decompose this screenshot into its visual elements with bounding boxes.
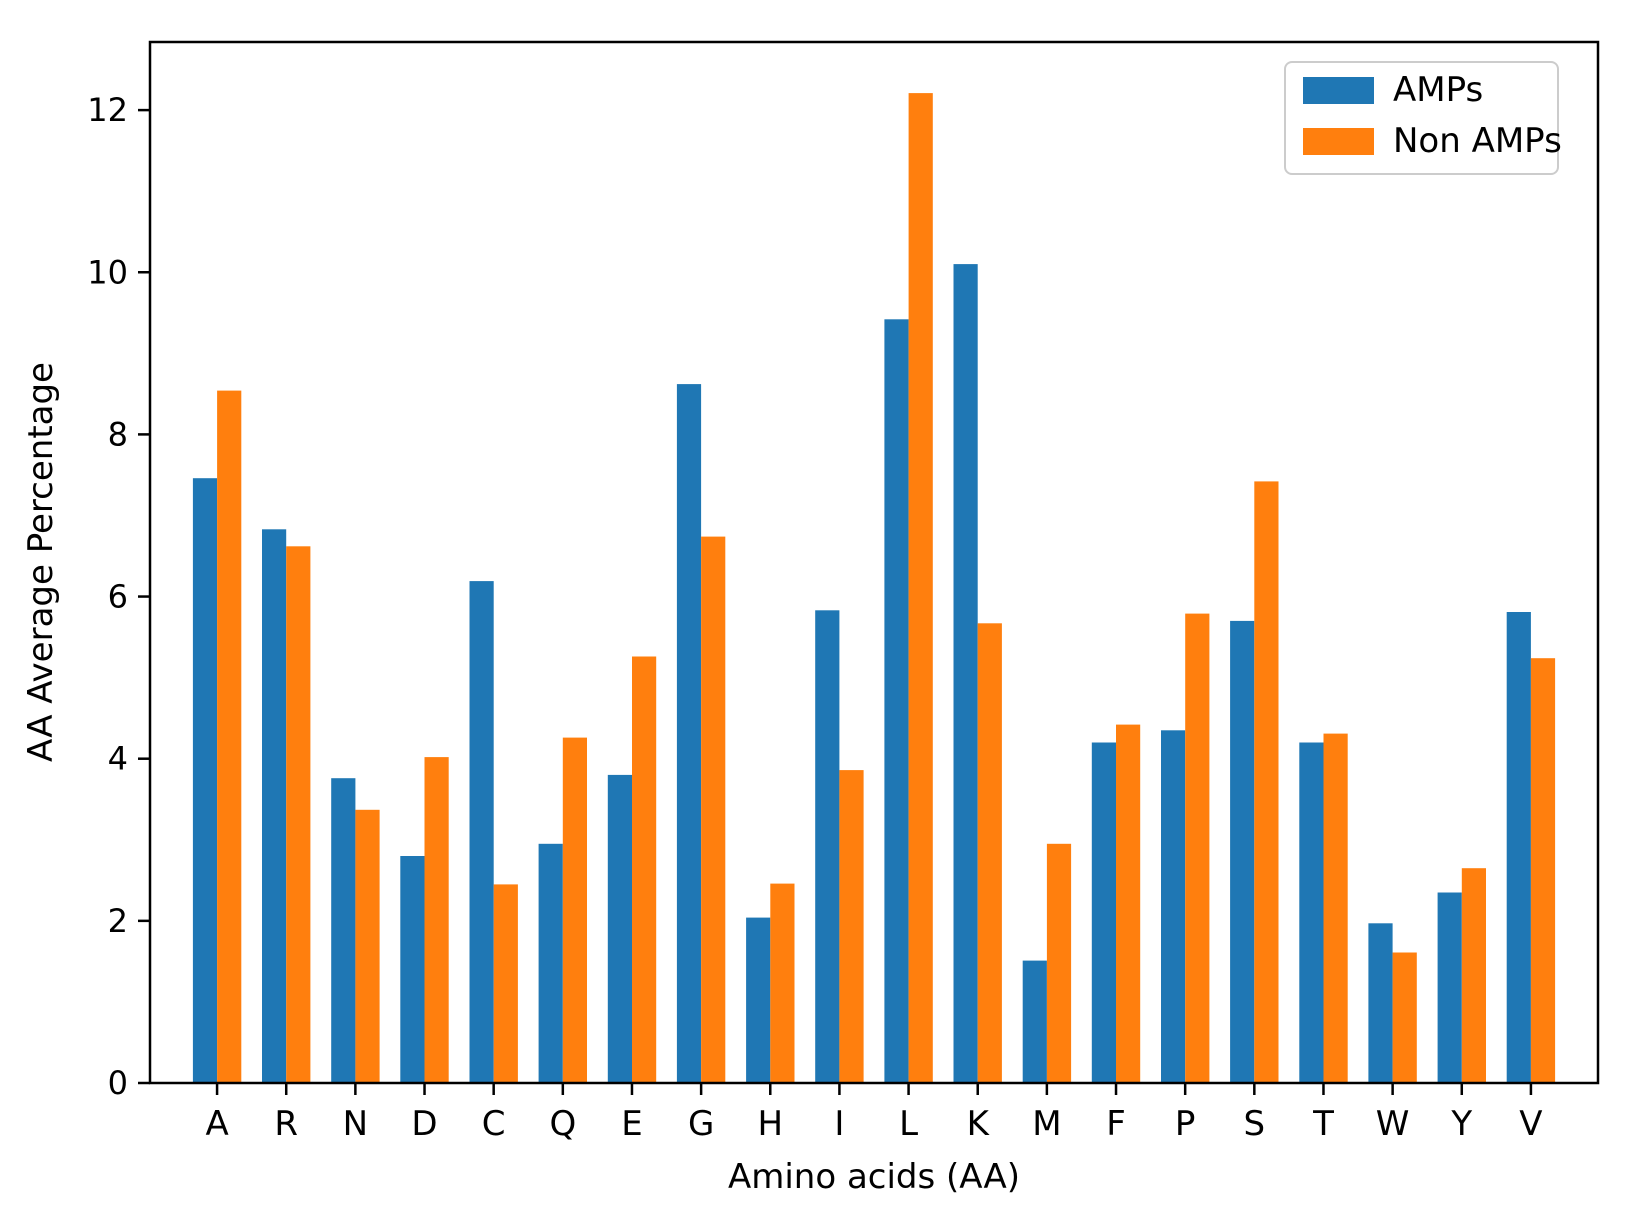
bars-layer (192, 93, 1556, 1084)
bar-Non-AMPs-F (1116, 724, 1141, 1083)
bar-AMPs-I (815, 610, 840, 1083)
x-tick-label-F: F (1106, 1104, 1126, 1144)
x-tick-label-D: D (411, 1104, 437, 1144)
bar-AMPs-M (1022, 960, 1047, 1083)
bar-Non-AMPs-W (1392, 952, 1417, 1083)
legend-label-Non-AMPs: Non AMPs (1393, 121, 1562, 161)
bar-Non-AMPs-Y (1461, 868, 1486, 1083)
x-tick-label-I: I (834, 1104, 844, 1144)
bar-AMPs-W (1368, 923, 1393, 1083)
bar-Non-AMPs-T (1323, 733, 1348, 1083)
bar-AMPs-C (469, 581, 494, 1083)
bar-AMPs-F (1091, 742, 1116, 1083)
bar-AMPs-A (192, 478, 218, 1083)
x-tick-label-C: C (482, 1104, 506, 1144)
x-tick-label-S: S (1244, 1104, 1266, 1144)
bar-AMPs-N (331, 778, 356, 1083)
bar-Non-AMPs-P (1185, 613, 1210, 1083)
bar-Non-AMPs-A (217, 390, 242, 1084)
bar-AMPs-E (607, 774, 632, 1083)
x-tick-label-T: T (1312, 1104, 1334, 1144)
bar-AMPs-L (884, 319, 909, 1083)
bar-Non-AMPs-N (355, 809, 380, 1083)
ticks-layer: 0 2 4 6 8 10 12 A R N D C Q E G H I L K M F P S T W Y V (87, 91, 1542, 1144)
bar-AMPs-T (1299, 742, 1324, 1083)
bar-Non-AMPs-G (701, 536, 726, 1083)
bar-Non-AMPs-S (1254, 481, 1279, 1083)
y-tick-label: 0 (108, 1064, 128, 1102)
bar-Non-AMPs-L (908, 93, 933, 1084)
bar-Non-AMPs-V (1530, 658, 1556, 1083)
x-tick-label-W: W (1376, 1104, 1410, 1144)
y-tick-label: 8 (108, 415, 128, 453)
x-tick-label-E: E (621, 1104, 642, 1144)
x-tick-label-K: K (967, 1104, 991, 1144)
x-tick-label-H: H (757, 1104, 783, 1144)
bar-Non-AMPs-R (286, 546, 311, 1083)
x-tick-label-L: L (899, 1104, 918, 1144)
bar-AMPs-D (400, 856, 425, 1083)
x-tick-label-R: R (274, 1104, 298, 1144)
bar-AMPs-Q (538, 843, 563, 1083)
bar-Non-AMPs-K (977, 623, 1002, 1083)
bar-AMPs-S (1230, 620, 1255, 1083)
bar-Non-AMPs-E (632, 656, 657, 1083)
x-tick-label-M: M (1032, 1104, 1061, 1144)
bar-AMPs-G (676, 384, 702, 1084)
x-tick-label-Y: Y (1450, 1104, 1472, 1144)
y-tick-label: 2 (108, 902, 128, 940)
bar-Non-AMPs-H (770, 883, 795, 1083)
plot-frame (148, 40, 1600, 1085)
y-tick-label: 4 (108, 740, 128, 778)
x-axis-label: Amino acids (AA) (728, 1157, 1020, 1197)
legend-swatch-Non-AMPs (1303, 128, 1374, 155)
x-tick-label-N: N (343, 1104, 368, 1144)
bar-AMPs-Y (1437, 892, 1462, 1083)
bar-Non-AMPs-I (839, 770, 864, 1083)
x-tick-label-A: A (205, 1104, 228, 1144)
legend-label-AMPs: AMPs (1393, 70, 1483, 110)
bar-Non-AMPs-Q (562, 737, 587, 1083)
y-axis-label: AA Average Percentage (21, 362, 61, 762)
bar-AMPs-P (1161, 730, 1186, 1083)
y-tick-label: 6 (108, 578, 128, 616)
bar-AMPs-K (953, 264, 978, 1084)
bar-Non-AMPs-C (493, 884, 518, 1083)
legend: AMPs Non AMPs (1284, 61, 1562, 175)
bar-AMPs-V (1506, 612, 1531, 1083)
y-tick-label: 10 (87, 253, 128, 291)
bar-Non-AMPs-M (1046, 843, 1072, 1083)
legend-swatch-AMPs (1303, 77, 1374, 104)
bar-AMPs-H (746, 917, 771, 1083)
y-tick-label: 12 (87, 91, 128, 129)
bar-Non-AMPs-D (424, 757, 449, 1083)
x-tick-label-V: V (1519, 1104, 1542, 1144)
bar-AMPs-R (262, 529, 287, 1083)
x-tick-label-G: G (688, 1104, 714, 1144)
x-tick-label-P: P (1175, 1104, 1196, 1144)
x-tick-label-Q: Q (549, 1104, 576, 1144)
